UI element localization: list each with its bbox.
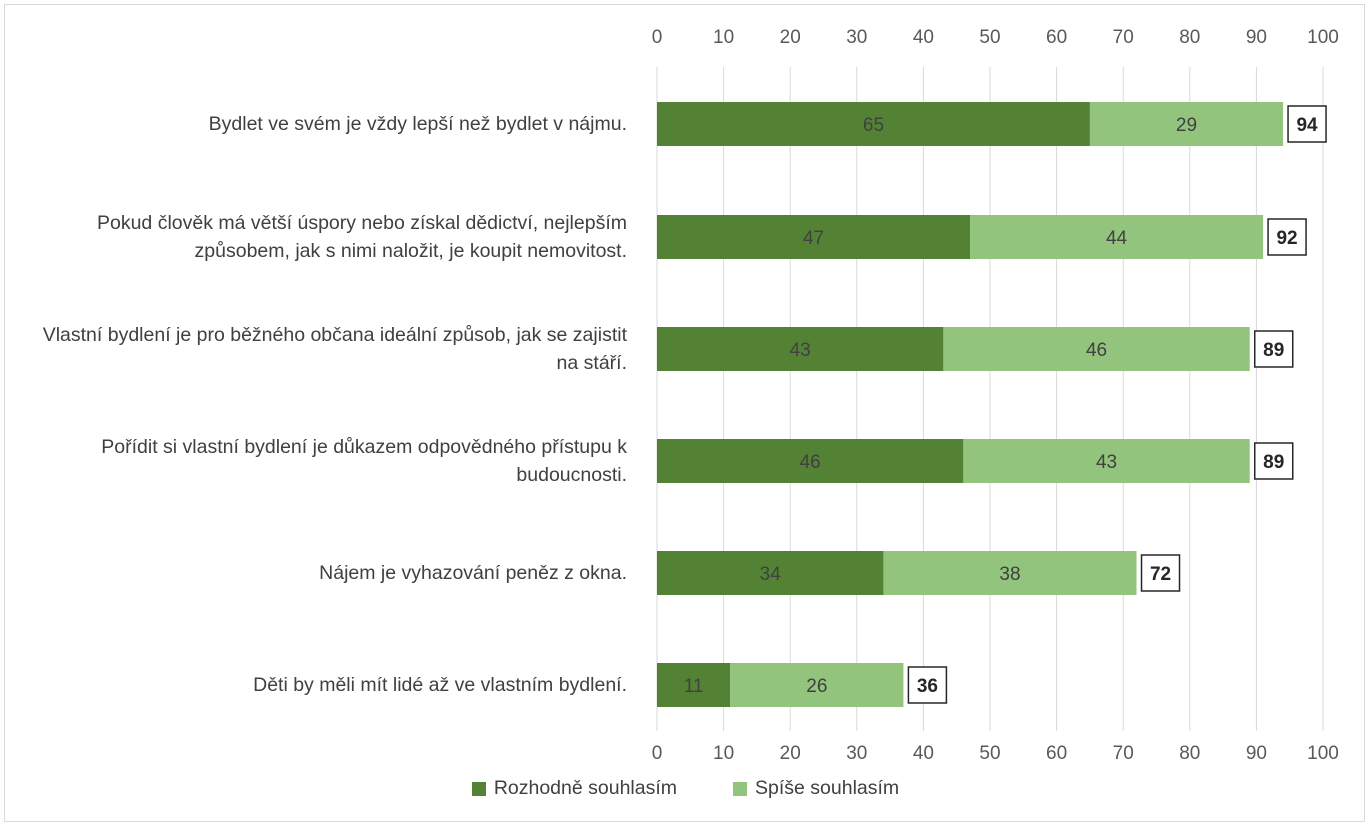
bar-value-label: 46 — [800, 452, 821, 473]
total-box — [907, 666, 948, 704]
legend-swatch-rather-agree — [733, 781, 748, 796]
x-tick-label-bottom: 60 — [1046, 743, 1067, 764]
category-label: Pokud člověk má větší úspory nebo získal… — [96, 212, 627, 262]
chart-frame: 65 29 94 47 44 92 43 46 89 46 43 89 34 38 72 11 26 36 0 0 1… — [4, 4, 1365, 822]
total-label: 72 — [1150, 564, 1171, 585]
total-label: 89 — [1263, 452, 1284, 473]
total-box — [1287, 105, 1327, 143]
x-tick-label-bottom: 90 — [1246, 743, 1267, 764]
total-box — [1253, 330, 1294, 368]
x-tick-label-bottom: 50 — [979, 743, 1000, 764]
legend-item-strongly-agree: Rozhodně souhlasím — [471, 777, 678, 800]
x-tick-label-top: 0 — [652, 27, 663, 48]
bar-value-label: 43 — [790, 340, 811, 361]
x-tick-label-top: 100 — [1307, 27, 1339, 48]
x-tick-label-top: 90 — [1246, 27, 1267, 48]
bar-value-label: 47 — [803, 228, 824, 249]
legend-label-rather-agree: Spíše souhlasím — [755, 777, 900, 799]
bar-value-label: 38 — [999, 564, 1020, 585]
x-tick-label-bottom: 80 — [1179, 743, 1200, 764]
tick-labels: 0 0 10 10 20 20 30 30 40 40 50 50 60 60 70 70 80 80 90 90 10… — [652, 27, 1339, 764]
category-label: Vlastní bydlení je pro běžného občana id… — [42, 324, 627, 374]
x-tick-label-bottom: 0 — [652, 743, 663, 764]
x-tick-label-bottom: 10 — [713, 743, 734, 764]
bar-value-label: 46 — [1086, 340, 1107, 361]
bar-segment — [657, 215, 971, 259]
x-tick-label-top: 50 — [979, 27, 1000, 48]
bar-segment — [657, 663, 731, 707]
total-box — [1253, 442, 1294, 480]
bar-value-label: 34 — [760, 564, 782, 585]
bar-value-label: 29 — [1176, 115, 1197, 136]
x-tick-label-bottom: 30 — [846, 743, 867, 764]
legend: Rozhodně souhlasím Spíše souhlasím — [5, 777, 1366, 800]
x-tick-label-bottom: 70 — [1113, 743, 1134, 764]
bar-segment — [970, 215, 1264, 259]
chart-plot: 65 29 94 47 44 92 43 46 89 46 43 89 34 38 72 11 26 36 0 0 1… — [652, 27, 1339, 764]
category-label: Děti by měli mít lidé až ve vlastním byd… — [253, 674, 627, 696]
gridlines — [656, 67, 1324, 731]
legend-swatch-strongly-agree — [471, 781, 486, 796]
total-label: 89 — [1263, 340, 1284, 361]
bar-value-label: 65 — [863, 115, 884, 136]
total-box — [1267, 218, 1307, 256]
x-tick-label-bottom: 40 — [913, 743, 934, 764]
x-tick-label-top: 10 — [713, 27, 734, 48]
total-box — [1140, 554, 1181, 592]
x-tick-label-top: 20 — [780, 27, 801, 48]
bar-value-label: 43 — [1096, 452, 1117, 473]
bar-segment — [943, 327, 1250, 371]
bar-segment — [1089, 102, 1284, 146]
bar-segment — [963, 439, 1250, 483]
x-tick-label-bottom: 100 — [1307, 743, 1339, 764]
x-tick-label-top: 30 — [846, 27, 867, 48]
legend-label-strongly-agree: Rozhodně souhlasím — [493, 777, 678, 799]
bar-value-label: 44 — [1106, 228, 1128, 249]
bars: 65 29 94 47 44 92 43 46 89 46 43 89 34 38 72 11 26 36 — [657, 102, 1327, 707]
bar-segment — [657, 551, 884, 595]
total-label: 92 — [1276, 228, 1297, 249]
x-tick-label-top: 80 — [1179, 27, 1200, 48]
bar-value-label: 11 — [684, 676, 704, 697]
category-label: Pořídit si vlastní bydlení je důkazem od… — [101, 436, 627, 486]
bar-segment — [657, 439, 964, 483]
bar-segment — [657, 327, 944, 371]
bar-segment — [730, 663, 904, 707]
bar-segment — [883, 551, 1137, 595]
bar-segment — [657, 102, 1090, 146]
category-label: Bydlet ve svém je vždy lepší než bydlet … — [208, 113, 627, 135]
x-tick-label-top: 40 — [913, 27, 934, 48]
legend-item-rather-agree: Spíše souhlasím — [733, 777, 899, 800]
total-label: 94 — [1296, 115, 1318, 136]
bar-value-label: 26 — [806, 676, 827, 697]
x-tick-label-top: 70 — [1113, 27, 1134, 48]
total-label: 36 — [917, 676, 938, 697]
category-label: Nájem je vyhazování peněz z okna. — [319, 562, 627, 584]
x-tick-label-top: 60 — [1046, 27, 1067, 48]
x-tick-label-bottom: 20 — [780, 743, 801, 764]
